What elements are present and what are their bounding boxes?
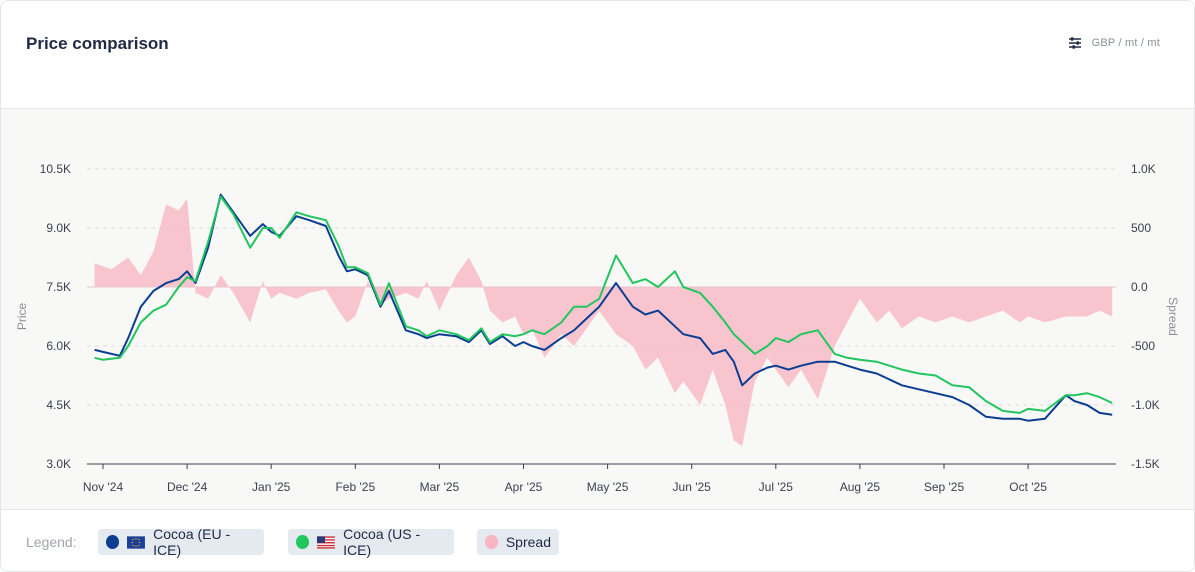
- x-tick-label: Jun '25: [673, 480, 712, 494]
- legend-item-eu[interactable]: Cocoa (EU - ICE): [98, 526, 264, 558]
- y2-tick-label: 0.0: [1131, 280, 1148, 294]
- eu-price-line: [94, 193, 1113, 422]
- us-flag-icon: [317, 535, 336, 549]
- legend-item-us-label: Cocoa (US - ICE): [343, 526, 421, 558]
- legend-item-spread[interactable]: Spread: [477, 529, 559, 555]
- y-tick-label: 3.0K: [46, 457, 71, 471]
- x-tick-label: Nov '24: [83, 480, 124, 494]
- y2-tick-label: 1.0K: [1131, 162, 1156, 176]
- x-tick-label: Sep '25: [924, 480, 965, 494]
- us-series-dot: [296, 535, 310, 549]
- eu-series-dot: [106, 535, 120, 549]
- x-tick-label: Apr '25: [505, 480, 543, 494]
- y-tick-label: 7.5K: [46, 280, 71, 294]
- unit-label: GBP / mt / mt: [1091, 37, 1160, 49]
- y-tick-label: 6.0K: [46, 339, 71, 353]
- us-price-line: [94, 195, 1113, 414]
- unit-selector[interactable]: GBP / mt / mt: [1068, 37, 1160, 49]
- x-tick-label: Dec '24: [167, 480, 208, 494]
- spread-area: [94, 198, 1113, 447]
- legend-item-us[interactable]: Cocoa (US - ICE): [288, 526, 454, 558]
- y2-tick-label: -1.5K: [1131, 457, 1160, 471]
- x-tick-label: Feb '25: [335, 480, 375, 494]
- x-tick-label: Aug '25: [840, 480, 881, 494]
- x-tick-label: May '25: [587, 480, 629, 494]
- x-tick-label: Mar '25: [420, 480, 460, 494]
- legend-label: Legend:: [26, 534, 77, 550]
- legend-item-spread-label: Spread: [505, 534, 551, 550]
- plot-area: 3.0K -1.5K 4.5K -1.0K 6.0K -500 7.5K 0.0 9.0K 500…: [1, 109, 1194, 509]
- x-tick-label: Oct '25: [1009, 480, 1047, 494]
- x-tick-label: Jan '25: [252, 480, 291, 494]
- y-tick-label: 9.0K: [46, 221, 71, 235]
- spread-series-dot: [485, 535, 498, 549]
- sliders-icon[interactable]: [1068, 37, 1082, 49]
- y2-tick-label: -500: [1131, 339, 1155, 353]
- x-tick-label: Jul '25: [759, 480, 794, 494]
- eu-flag-icon: [127, 535, 146, 549]
- page-title: Price comparison: [26, 34, 169, 53]
- price-comparison-chart[interactable]: 3.0K -1.5K 4.5K -1.0K 6.0K -500 7.5K 0.0 9.0K 500…: [1, 109, 1194, 509]
- y-tick-label: 10.5K: [40, 162, 71, 176]
- card-header: Price comparison GBP / mt / mt: [1, 1, 1194, 109]
- y-axis-title: Price: [15, 303, 29, 331]
- legend-item-eu-label: Cocoa (EU - ICE): [153, 526, 231, 558]
- y2-axis-title: Spread: [1166, 297, 1180, 336]
- y2-tick-label: 500: [1131, 221, 1151, 235]
- y2-tick-label: -1.0K: [1131, 398, 1160, 412]
- legend-bar: Legend: Cocoa (EU - ICE): [1, 509, 1194, 571]
- y-tick-label: 4.5K: [46, 398, 71, 412]
